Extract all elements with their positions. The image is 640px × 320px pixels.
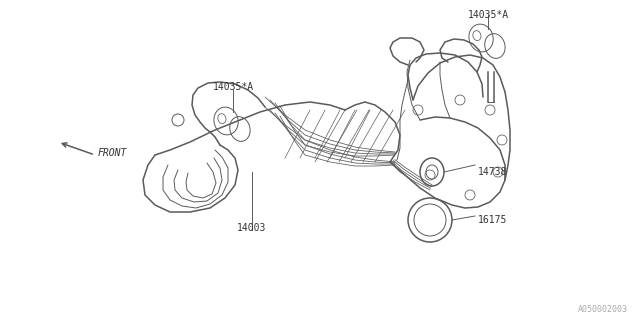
Text: 14003: 14003 — [237, 223, 267, 233]
Text: A050002003: A050002003 — [578, 305, 628, 314]
Text: 16175: 16175 — [478, 215, 508, 225]
Text: 14738: 14738 — [478, 167, 508, 177]
Text: FRONT: FRONT — [98, 148, 127, 158]
Text: 14035*A: 14035*A — [212, 82, 253, 92]
Text: 14035*A: 14035*A — [467, 10, 509, 20]
